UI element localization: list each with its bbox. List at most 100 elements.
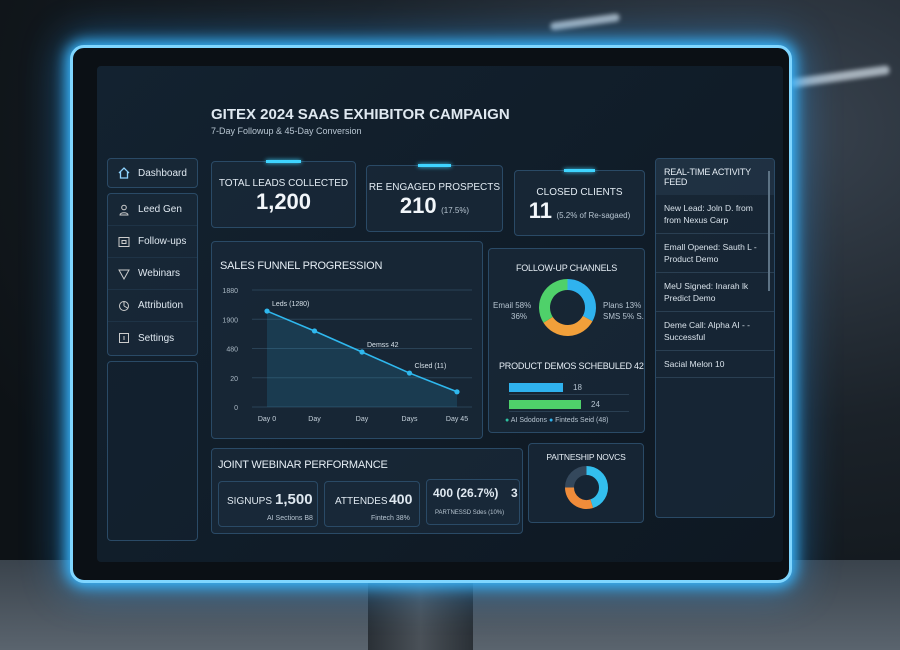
- sidebar-nav: Leed Gen Follow-ups Webinars Attribution…: [107, 193, 198, 356]
- donut-slice-email: [567, 279, 596, 322]
- sidebar-item-label: Webinars: [138, 268, 181, 279]
- panel-title: FOLLOW-UP CHANNELS: [515, 263, 618, 273]
- sidebar-item-lead-gen[interactable]: Leed Gen: [108, 194, 197, 226]
- point-label: Leds (1280): [272, 301, 309, 308]
- legend-label: 36%: [511, 312, 528, 321]
- kpi-label: RE ENGAGED PROSPECTS: [368, 182, 501, 193]
- data-point: [406, 370, 413, 376]
- legend-label: AI Sdodons: [510, 417, 547, 424]
- kpi-note: (5.2% of Re-sagaed): [556, 211, 631, 220]
- x-tick-label: Day 45: [446, 416, 468, 423]
- point-label: Clsed (11): [415, 363, 447, 370]
- sidebar-item-attribution[interactable]: Attribution: [108, 290, 197, 322]
- signups-stat: SIGNUPS 1,500 AI Sections B8: [218, 481, 318, 527]
- area-fill: [267, 311, 457, 407]
- y-tick-label: 1880: [222, 288, 238, 295]
- y-tick-label: 0: [234, 405, 238, 412]
- data-point: [359, 349, 365, 355]
- monitor-stand: [368, 570, 473, 650]
- partnership-panel: PAITNESHIP NOVCS: [528, 443, 644, 523]
- inbox-icon: [118, 236, 130, 247]
- kpi-value: 11: [528, 198, 552, 223]
- data-point: [454, 389, 460, 395]
- sidebar-item-label: Dashboard: [138, 167, 187, 179]
- feed-item[interactable]: Deme Call: Alpha AI - - Successful: [656, 312, 774, 351]
- sidebar-item-label: Follow-ups: [138, 236, 187, 247]
- kpi-re-engaged: RE ENGAGED PROSPECTS 210 (17.5%): [366, 164, 503, 232]
- kpi-label: CLOSED CLIENTS: [536, 187, 623, 198]
- feed-item[interactable]: Sacial Melon 10: [656, 351, 774, 378]
- kpi-label: TOTAL LEADS COLLECTED: [218, 178, 349, 189]
- sidebar-item-label: Settings: [138, 332, 175, 344]
- bar: [509, 383, 563, 392]
- panel-title: PRODUCT DEMOS SCHEBULED 42: [499, 361, 644, 371]
- legend-label: Finteds Seid (48): [555, 417, 609, 424]
- bar: [509, 400, 581, 409]
- x-tick-label: Days: [402, 416, 418, 423]
- stat-value: 3: [511, 486, 518, 500]
- panel-title: REAL-TIME ACTIVITY FEED: [656, 159, 774, 195]
- bar-value-label: 18: [573, 383, 582, 392]
- data-point: [311, 328, 318, 334]
- card-accent: [564, 169, 595, 172]
- donut-slice-sms: [539, 279, 568, 323]
- attendees-stat: ATTENDES 400 Fintech 38%: [324, 481, 420, 527]
- y-tick-label: 1900: [222, 317, 238, 324]
- y-tick-label: 480: [226, 347, 238, 354]
- stat-note: AI Sections B8: [267, 515, 313, 522]
- kpi-total-leads: TOTAL LEADS COLLECTED 1,200: [211, 160, 356, 228]
- donut-slice-c: [565, 466, 587, 488]
- bar-value-label: 24: [591, 400, 600, 409]
- ceiling-light: [549, 13, 621, 31]
- activity-feed-panel: REAL-TIME ACTIVITY FEED New Lead: Joln D…: [655, 158, 775, 518]
- sales-funnel-panel: SALES FUNNEL PROGRESSION 0 20 480 1900 1880 D…: [211, 241, 483, 439]
- panel-title: PAITNESHIP NOVCS: [546, 452, 626, 462]
- x-tick-label: Day: [356, 416, 369, 423]
- sidebar-item-settings[interactable]: Settings: [108, 322, 197, 354]
- sidebar-item-webinars[interactable]: Webinars: [108, 258, 197, 290]
- funnel-icon: [118, 269, 130, 280]
- panel-title: JOINT WEBINAR PERFORMANCE: [218, 459, 388, 471]
- point-label: Demss 42: [367, 342, 399, 349]
- legend-label: SMS 5% S.: [603, 312, 644, 321]
- donut-slice-b: [565, 487, 594, 509]
- kpi-note: (17.5%): [441, 206, 470, 215]
- follow-up-channels-panel: FOLLOW-UP CHANNELS Email 58% 36% Plans 1…: [488, 248, 645, 433]
- webinar-panel: JOINT WEBINAR PERFORMANCE SIGNUPS 1,500 …: [211, 448, 523, 534]
- kpi-value: 1,200: [255, 189, 312, 214]
- funnel-chart: 0 20 480 1900 1880 Day 0 Leds (1280) Day Day Dems…: [222, 288, 472, 423]
- conversion-stat: 400 (26.7%) 3 PARTNESSD Sdes (10%): [426, 479, 520, 525]
- y-tick-label: 20: [230, 376, 238, 383]
- x-tick-label: Day 0: [258, 416, 276, 423]
- pie-icon: [119, 300, 129, 311]
- monitor: GITEX 2024 SAAS EXHIBITOR CAMPAIGN 7-Day…: [70, 45, 792, 583]
- demos-legend: ● AI Sdodons ● Finteds Seid (48): [505, 417, 609, 424]
- feed-list: New Lead: Joln D. from from Nexus Carp Em…: [656, 195, 774, 378]
- sidebar-item-label: Leed Gen: [138, 204, 182, 215]
- sidebar-item-follow-ups[interactable]: Follow-ups: [108, 226, 197, 258]
- stat-label: ATTENDES: [335, 496, 388, 507]
- settings-icon: [119, 333, 129, 343]
- donut-slice-a: [586, 466, 608, 508]
- partnership-donut: [565, 466, 608, 509]
- user-icon: [119, 204, 129, 215]
- stat-value: 1,500: [275, 491, 313, 508]
- stat-value: 400: [389, 491, 413, 507]
- page-subtitle: 7-Day Followup & 45-Day Conversion: [211, 126, 362, 136]
- stat-note: PARTNESSD Sdes (10%): [435, 510, 505, 516]
- demos-bar-chart: 18 24: [509, 381, 629, 415]
- feed-item[interactable]: Emall Opened: Sauth L - Product Demo: [656, 234, 774, 273]
- stat-note: Fintech 38%: [371, 515, 410, 522]
- feed-item[interactable]: New Lead: Joln D. from from Nexus Carp: [656, 195, 774, 234]
- page-title: GITEX 2024 SAAS EXHIBITOR CAMPAIGN: [211, 106, 510, 123]
- sidebar-item-dashboard[interactable]: Dashboard: [107, 158, 198, 188]
- kpi-value: 210: [399, 193, 437, 218]
- feed-item[interactable]: MeU Signed: Inarah lk Predict Demo: [656, 273, 774, 312]
- card-accent: [418, 164, 451, 167]
- dashboard-screen: GITEX 2024 SAAS EXHIBITOR CAMPAIGN 7-Day…: [97, 66, 783, 562]
- data-point: [264, 308, 270, 314]
- scrollbar[interactable]: [768, 171, 770, 291]
- home-icon: [118, 167, 130, 179]
- donut-slice-phone: [543, 315, 593, 336]
- stat-value: 400 (26.7%): [433, 486, 499, 500]
